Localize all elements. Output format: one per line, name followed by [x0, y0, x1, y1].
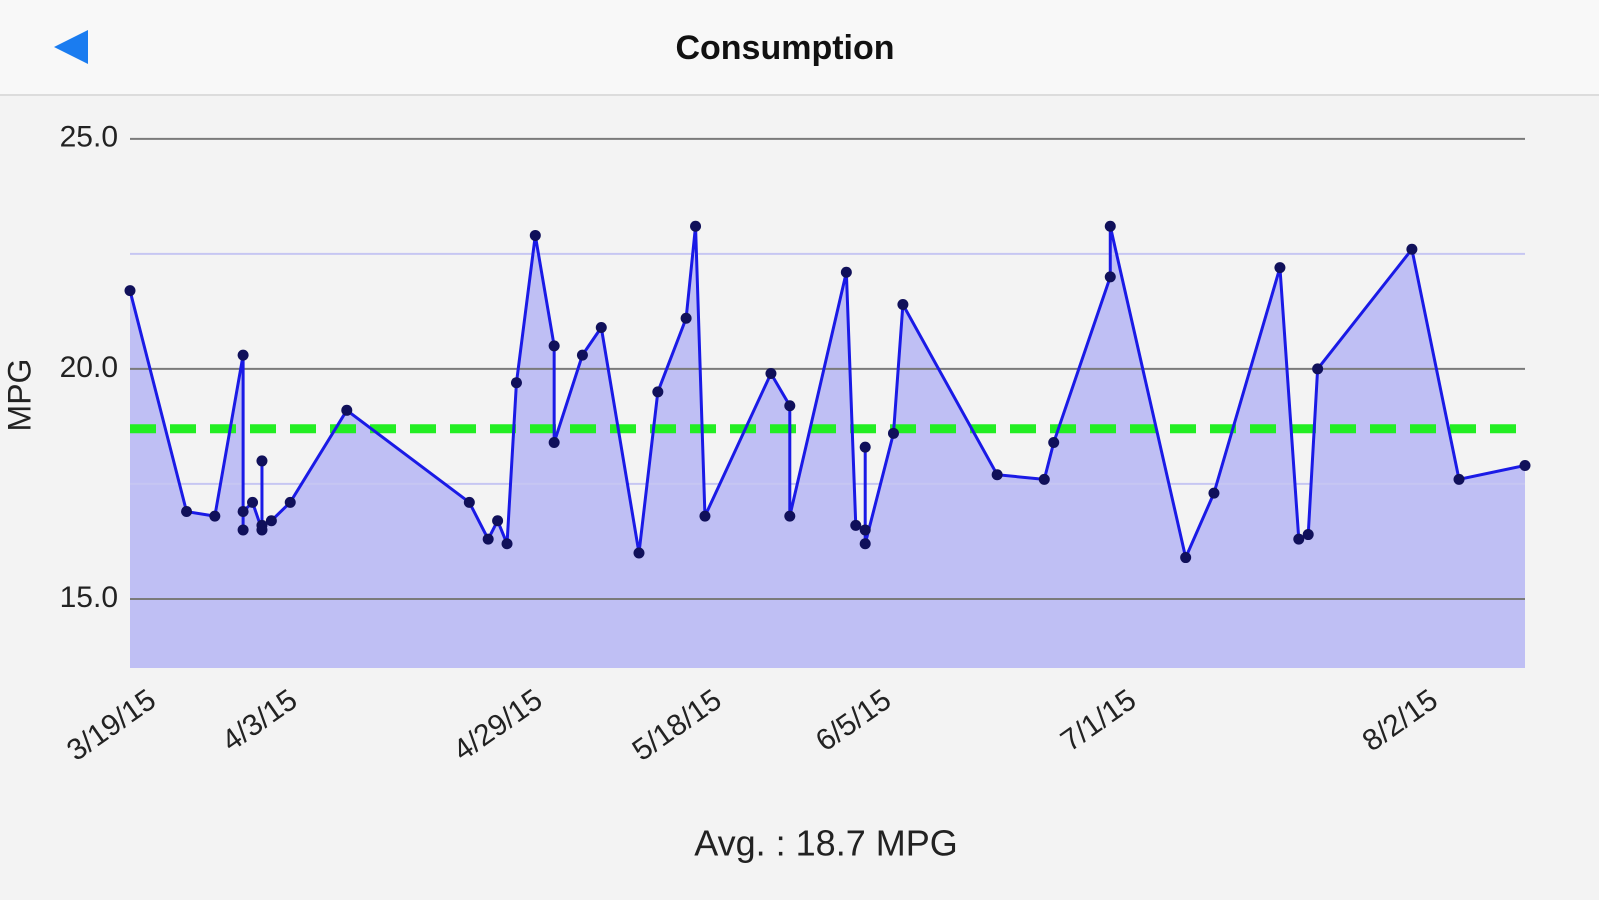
data-point — [690, 220, 702, 232]
data-point — [576, 349, 588, 361]
data-point — [1302, 529, 1314, 541]
data-point — [595, 321, 607, 333]
data-point — [510, 377, 522, 389]
x-tick-label: 6/5/15 — [810, 683, 897, 758]
y-tick-label: 15.0 — [60, 581, 118, 614]
average-label: Avg. : 18.7 MPG — [694, 823, 957, 864]
data-point — [859, 538, 871, 550]
data-point — [237, 506, 249, 518]
data-point — [548, 437, 560, 449]
data-point — [859, 441, 871, 453]
data-point — [1048, 437, 1060, 449]
x-tick-label: 4/29/15 — [448, 683, 549, 767]
data-point — [1406, 243, 1418, 255]
data-point — [699, 510, 711, 522]
data-point — [1104, 271, 1116, 283]
data-point — [887, 427, 899, 439]
area-fill — [130, 226, 1525, 668]
data-point — [284, 496, 296, 508]
data-point — [784, 400, 796, 412]
data-point — [991, 469, 1003, 481]
data-point — [1208, 487, 1220, 499]
y-tick-label: 25.0 — [60, 121, 118, 154]
data-point — [247, 496, 259, 508]
data-point — [1104, 220, 1116, 232]
data-point — [1312, 363, 1324, 375]
data-point — [548, 340, 560, 352]
data-point — [765, 367, 777, 379]
data-point — [463, 496, 475, 508]
data-point — [181, 506, 193, 518]
data-point — [124, 285, 136, 297]
data-point — [1274, 262, 1286, 274]
data-point — [341, 404, 353, 416]
data-point — [680, 312, 692, 324]
x-tick-label: 4/3/15 — [216, 683, 303, 758]
line — [128, 225, 1526, 563]
data-point — [840, 266, 852, 278]
data-point — [1453, 473, 1465, 485]
x-tick-label: 3/19/15 — [61, 683, 162, 767]
data-point — [256, 455, 268, 467]
y-tick-label: 20.0 — [60, 351, 118, 384]
data-point — [482, 533, 494, 545]
data-point — [1038, 473, 1050, 485]
data-point — [501, 538, 513, 550]
y-axis-label: MPG — [1, 359, 37, 432]
data-point — [633, 547, 645, 559]
data-point — [265, 515, 277, 527]
data-point — [1180, 552, 1192, 564]
x-tick-label: 5/18/15 — [627, 683, 728, 767]
back-button[interactable] — [54, 30, 88, 64]
nav-bar — [0, 0, 1599, 95]
data-point — [237, 349, 249, 361]
data-point — [256, 519, 268, 531]
data-point — [784, 510, 796, 522]
data-point — [897, 298, 909, 310]
x-tick-label: 7/1/15 — [1055, 683, 1142, 758]
data-point — [209, 510, 221, 522]
data-point — [850, 519, 862, 531]
data-point — [652, 386, 664, 398]
x-tick-label: 8/2/15 — [1357, 683, 1444, 758]
data-point — [859, 524, 871, 536]
data-point — [492, 515, 504, 527]
data-point — [237, 524, 249, 536]
nav-title: Consumption — [675, 29, 894, 67]
data-point — [1519, 460, 1531, 472]
data-point — [1293, 533, 1305, 545]
data-point — [529, 229, 541, 241]
